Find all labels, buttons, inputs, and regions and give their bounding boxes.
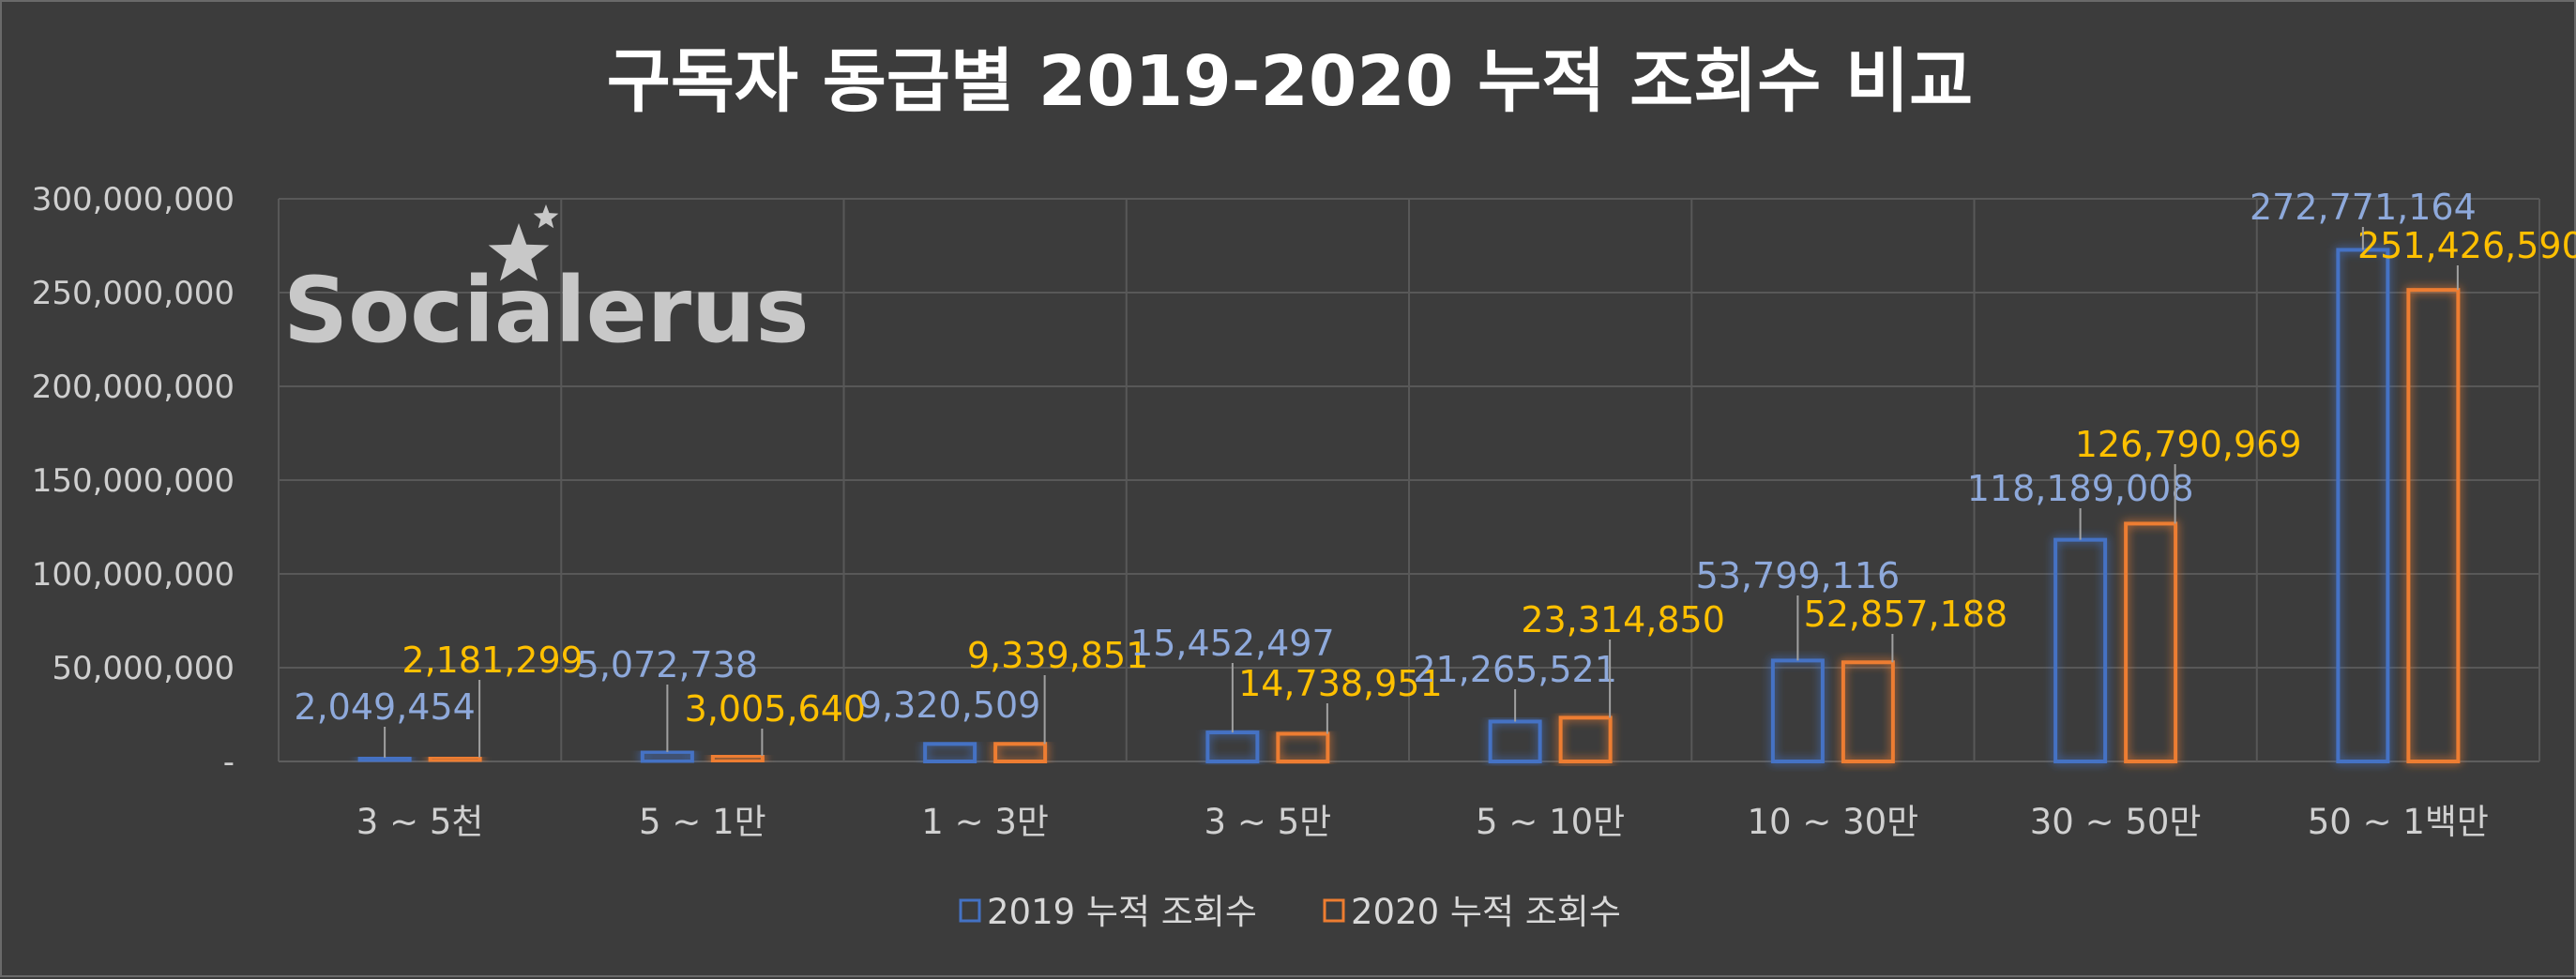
legend-label: 2020 누적 조회수 xyxy=(1351,892,1621,932)
x-tick-label: 5 ~ 1만 xyxy=(639,802,766,842)
data-label-2020: 2,181,299 xyxy=(402,640,583,681)
bar-2020 xyxy=(1276,731,1330,763)
data-label-2019: 21,265,521 xyxy=(1413,649,1617,690)
y-tick-label: 150,000,000 xyxy=(32,462,235,500)
bar-2020 xyxy=(993,742,1048,764)
data-label-2019: 15,452,497 xyxy=(1130,623,1335,664)
x-tick-label: 30 ~ 50만 xyxy=(2030,802,2202,842)
bar-2019 xyxy=(640,749,694,764)
legend-swatch xyxy=(1323,898,1345,923)
watermark-star-icon xyxy=(488,223,550,281)
bar-2019 xyxy=(357,755,412,763)
bar-2019 xyxy=(1770,658,1825,764)
bar-2019 xyxy=(923,742,977,764)
x-tick-label: 3 ~ 5천 xyxy=(356,802,484,842)
data-label-2019: 9,320,509 xyxy=(859,685,1040,726)
data-label-2020: 3,005,640 xyxy=(685,688,866,730)
y-tick-label: 50,000,000 xyxy=(52,650,235,687)
data-label-2020: 14,738,951 xyxy=(1238,663,1443,704)
data-label-2020: 251,426,590 xyxy=(2357,225,2576,266)
data-labels-layer: 2,049,454 2,181,2995,072,7383,005,6409,32… xyxy=(294,187,2576,758)
grid-layer xyxy=(278,198,2540,762)
data-label-2020: 126,790,969 xyxy=(2075,424,2302,465)
y-tick-label: 200,000,000 xyxy=(32,369,235,406)
bar-2020 xyxy=(710,753,765,763)
data-label-2020: 52,857,188 xyxy=(1804,594,2008,635)
axis-layer: - 50,000,000 100,000,000 150,000,000 200,000… xyxy=(32,181,2489,842)
x-tick-label: 50 ~ 1백만 xyxy=(2308,802,2489,842)
y-tick-label: 250,000,000 xyxy=(32,275,235,312)
data-label-2019: 272,771,164 xyxy=(2250,187,2477,228)
legend: 2019 누적 조회수 2020 누적 조회수 xyxy=(959,892,1621,932)
watermark-text: Socialerus xyxy=(283,258,810,363)
bar-2019 xyxy=(1205,730,1260,764)
y-tick-label: 100,000,000 xyxy=(32,556,235,594)
data-label-2020: 23,314,850 xyxy=(1521,599,1725,640)
bar-2019 xyxy=(1488,719,1542,763)
bar-2020 xyxy=(2406,288,2461,763)
watermark-small-star-icon xyxy=(533,204,559,229)
chart-title: 구독자 동급별 2019-2020 누적 조회수 비교 xyxy=(607,41,1973,122)
y-tick-label: 300,000,000 xyxy=(32,181,235,218)
y-tick-label: - xyxy=(223,744,235,781)
legend-swatch xyxy=(959,898,981,923)
bar-2020 xyxy=(2124,521,2178,764)
watermark: Socialerus xyxy=(283,204,810,363)
x-tick-label: 5 ~ 10만 xyxy=(1476,802,1625,842)
bar-2020 xyxy=(1841,660,1895,764)
x-tick-label: 1 ~ 3만 xyxy=(921,802,1049,842)
legend-label: 2019 누적 조회수 xyxy=(987,892,1257,932)
bar-2020 xyxy=(428,755,482,763)
x-tick-label: 10 ~ 30만 xyxy=(1748,802,1919,842)
data-label-2019: 53,799,116 xyxy=(1696,555,1901,596)
data-label-2020: 9,339,851 xyxy=(967,635,1148,676)
data-label-2019: 2,049,454 xyxy=(294,686,475,728)
bar-2019 xyxy=(2336,248,2390,764)
data-label-2019: 5,072,738 xyxy=(577,644,758,685)
x-tick-label: 3 ~ 5만 xyxy=(1205,802,1332,842)
bar-2020 xyxy=(1558,715,1613,763)
data-label-2019: 118,189,008 xyxy=(1967,468,2194,509)
